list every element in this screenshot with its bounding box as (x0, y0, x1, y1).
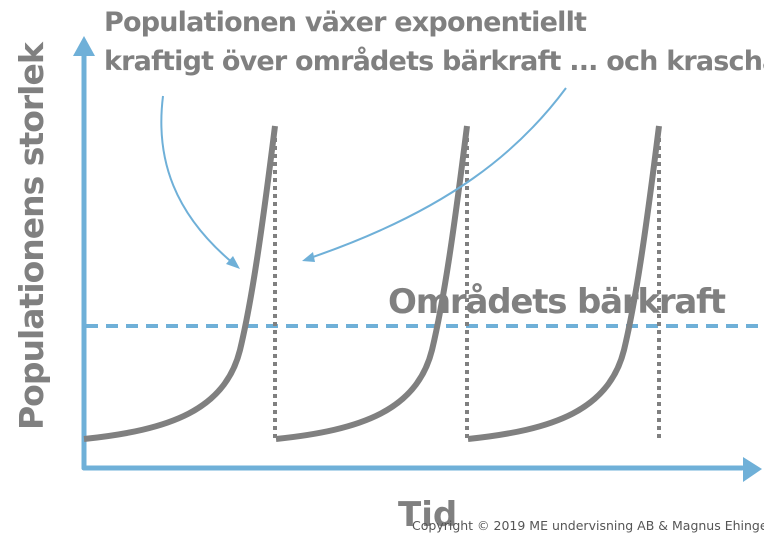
y-axis (73, 36, 95, 471)
arrow-crash (309, 87, 567, 259)
arrow-growth (160, 95, 235, 265)
annotation-line-1: Populationen växer exponentiellt (104, 7, 587, 38)
y-axis-label: Populationens storlek (12, 41, 51, 430)
x-axis (81, 457, 762, 482)
crash-lines (273, 130, 661, 438)
y-axis-arrow-icon (73, 36, 95, 56)
population-curves (83, 125, 662, 442)
copyright-notice: Copyright © 2019 ME undervisning AB & Ma… (412, 518, 764, 533)
arrow-crash-head-icon (302, 252, 315, 262)
curve-2 (275, 125, 470, 442)
arrow-growth-head-icon (226, 256, 240, 269)
curve-3 (467, 125, 662, 442)
annotation-line-2: kraftigt över områdets bärkraft ... och … (104, 45, 764, 77)
curve-1 (83, 125, 278, 442)
x-axis-label: Tid (398, 495, 457, 535)
annotation-arrows (160, 87, 567, 265)
x-axis-arrow-icon (743, 457, 762, 482)
carrying-capacity-label: Områdets bärkraft (388, 282, 726, 322)
